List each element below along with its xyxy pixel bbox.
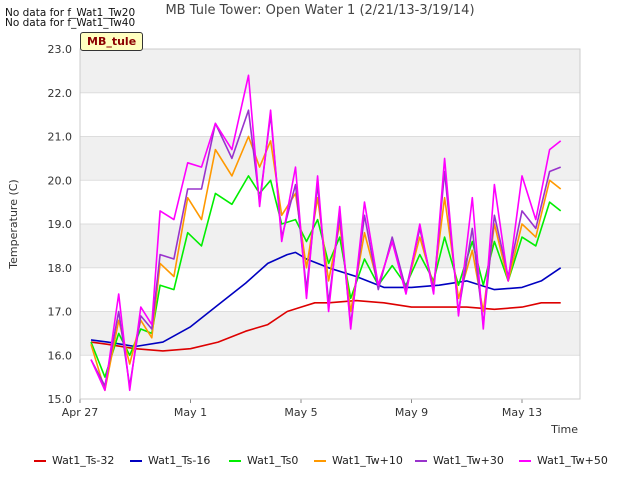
grid-band xyxy=(80,311,580,356)
legend-item-Wat1_Tw+10: Wat1_Tw+10 xyxy=(314,454,403,467)
chart-title: MB Tule Tower: Open Water 1 (2/21/13-3/1… xyxy=(165,3,475,18)
grid-band xyxy=(80,136,580,181)
no-data-note-2: No data for f_Wat1_Tw40 xyxy=(5,17,136,29)
legend-swatch xyxy=(314,460,326,462)
y-tick-label: 23.0 xyxy=(48,43,73,56)
legend-swatch xyxy=(229,460,241,462)
series-line-Wat1_Tw+50 xyxy=(90,74,562,392)
legend-label: Wat1_Tw+30 xyxy=(433,454,504,467)
y-tick-label: 22.0 xyxy=(48,87,73,100)
legend-item-Wat1_Ts-32: Wat1_Ts-32 xyxy=(34,454,114,467)
grid-band xyxy=(80,49,580,93)
y-tick-label: 16.0 xyxy=(48,349,73,362)
legend-item-Wat1_Ts0: Wat1_Ts0 xyxy=(229,454,298,467)
x-tick-label: May 9 xyxy=(395,406,428,419)
legend-item-Wat1_Tw+50: Wat1_Tw+50 xyxy=(519,454,608,467)
legend-label: Wat1_Ts0 xyxy=(247,454,299,467)
x-tick-label: May 5 xyxy=(284,406,317,419)
x-axis-label: Time xyxy=(550,423,578,436)
no-data-note-1: No data for f_Wat1_Tw20 xyxy=(5,7,136,19)
y-tick-label: 19.0 xyxy=(48,218,73,231)
y-tick-label: 21.0 xyxy=(48,131,73,144)
x-tick-label: May 1 xyxy=(174,406,207,419)
x-tick-label: May 13 xyxy=(502,406,542,419)
y-tick-label: 20.0 xyxy=(48,174,73,187)
legend-label: Wat1_Ts-32 xyxy=(52,454,115,467)
legend-swatch xyxy=(34,460,46,462)
y-axis-label: Temperature (C) xyxy=(7,179,20,269)
legend-label: Wat1_Ts-16 xyxy=(148,454,211,467)
plot-frame xyxy=(79,48,581,400)
x-tick-label: Apr 27 xyxy=(62,406,99,419)
legend-label: Wat1_Tw+50 xyxy=(537,454,608,467)
legend-label: Wat1_Tw+10 xyxy=(332,454,403,467)
station-tag: MB_tule xyxy=(80,32,144,51)
y-tick-label: 15.0 xyxy=(48,393,73,406)
y-tick-label: 18.0 xyxy=(48,262,73,275)
series-line-Wat1_Ts-16 xyxy=(90,251,562,348)
legend-item-Wat1_Tw+30: Wat1_Tw+30 xyxy=(415,454,504,467)
legend-item-Wat1_Ts-16: Wat1_Ts-16 xyxy=(130,454,210,467)
legend-swatch xyxy=(130,460,142,462)
legend-swatch xyxy=(415,460,427,462)
y-tick-label: 17.0 xyxy=(48,306,73,319)
legend-swatch xyxy=(519,460,531,462)
